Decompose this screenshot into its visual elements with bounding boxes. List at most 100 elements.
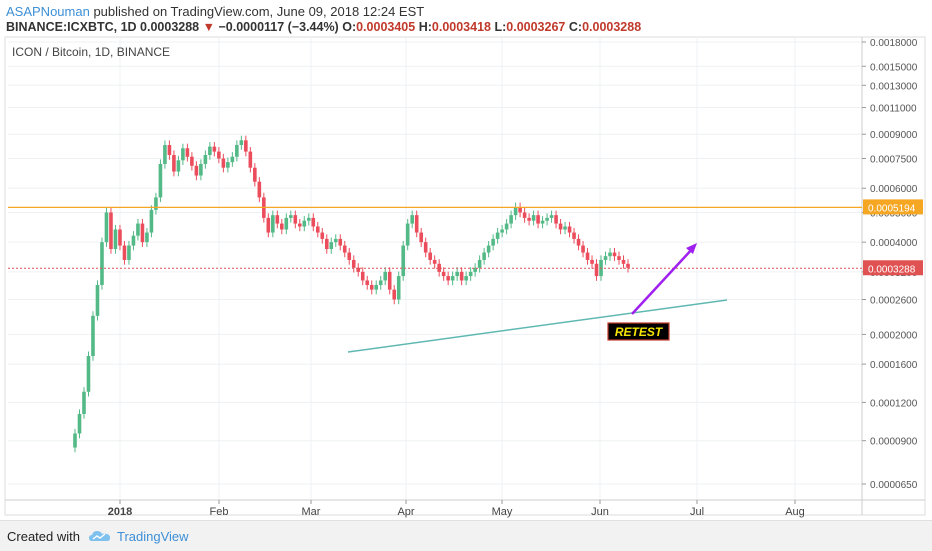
candle [208,142,212,160]
svg-text:0.0005194: 0.0005194 [868,203,916,214]
candle [324,234,329,254]
candle [441,267,446,281]
symbol-label: BINANCE:ICXBTC, 1D [6,20,137,34]
candle [576,234,581,251]
ohlc-info: BINANCE:ICXBTC, 1D 0.0003288 ▼ −0.000011… [6,20,641,34]
time-tick: Mar [302,506,321,518]
candle [113,224,118,254]
candle [495,227,500,244]
candle [437,259,441,277]
candle [95,280,100,321]
candle [100,237,104,290]
svg-text:RETEST: RETEST [615,325,664,339]
last-price: 0.0003288 [140,20,200,34]
candle [482,247,486,265]
candle [145,227,149,247]
tradingview-cloud-icon[interactable] [88,528,112,544]
candle [527,213,531,226]
candle [194,161,199,181]
last-price-label: 0.0003288 [863,260,923,276]
time-tick: Feb [210,506,229,518]
candle [356,263,361,277]
candle [477,255,482,273]
retest-label[interactable]: RETEST [607,322,670,341]
candle [369,280,374,295]
candle [549,210,554,223]
low-label: L: [494,20,507,34]
candle [333,234,338,247]
candle [257,177,262,203]
candle [131,231,136,251]
candle [217,147,221,164]
price-tick: 0.0004000 [870,238,918,249]
candle [428,247,432,265]
candle [531,210,536,226]
candle [608,247,612,261]
candle [554,210,558,229]
candle [203,150,208,169]
candle [509,210,513,229]
candle [82,387,86,419]
candle [572,227,576,244]
time-tick: Jul [690,506,704,518]
time-axis[interactable]: 2018 Feb Mar Apr May Jun Jul Aug [5,499,925,518]
candle [414,210,419,238]
candle [621,255,626,269]
candle [486,240,491,258]
candle [473,263,477,277]
price-chart[interactable]: ICON / Bitcoin, 1D, BINANCE 0.00180000.0… [0,0,932,520]
author-link[interactable]: ASAPNouman [6,4,90,19]
candle [446,271,450,286]
candle [410,210,414,229]
close-label: C: [568,20,583,34]
resistance-price-label: 0.0005194 [863,199,923,215]
time-tick: May [492,506,513,518]
candle [432,255,437,269]
candle [522,207,527,223]
price-tick: 0.0011000 [870,104,917,115]
candle [455,267,459,281]
chart-title: ICON / Bitcoin, 1D, BINANCE [12,45,170,59]
footer: Created with TradingView [0,520,932,551]
down-arrow-icon: ▼ [202,20,215,34]
candle [167,140,172,160]
candle [176,155,181,177]
arrow-head-icon [686,243,697,254]
candles [73,135,630,453]
candle [239,135,244,150]
price-tick: 0.0000900 [870,437,918,448]
chart-frame [4,36,926,516]
candle [626,259,630,273]
candle [500,224,504,238]
candle [149,205,154,238]
candle [275,210,280,229]
candle [244,135,248,157]
time-tick: 2018 [108,506,132,518]
high-value: 0.0003418 [431,20,491,34]
projection-arrow[interactable] [631,246,695,315]
candle [387,267,392,295]
candle [378,275,383,290]
publish-info: ASAPNouman published on TradingView.com,… [6,4,424,19]
candle [122,240,127,265]
candle [302,216,307,232]
candle [540,216,545,229]
candle [468,267,473,281]
svg-text:0.0003288: 0.0003288 [868,264,916,275]
candle [185,143,190,162]
price-tick: 0.0018000 [870,38,918,49]
tradingview-brand[interactable]: TradingView [117,529,189,544]
price-tick: 0.0006000 [870,184,918,195]
candle [594,259,599,281]
candle [459,267,464,286]
candle [235,140,239,162]
candle [104,207,109,247]
drawings: RETEST 0.0005194 0.0003288 [8,199,923,353]
candle [617,251,621,265]
candle [86,351,91,397]
candle [518,202,522,218]
candle [405,218,410,251]
price-axis[interactable]: 0.0018000 0.0015000 0.0013000 0.0011000 0.00… [861,37,918,515]
trend-line[interactable] [347,299,728,353]
candle [73,428,77,453]
